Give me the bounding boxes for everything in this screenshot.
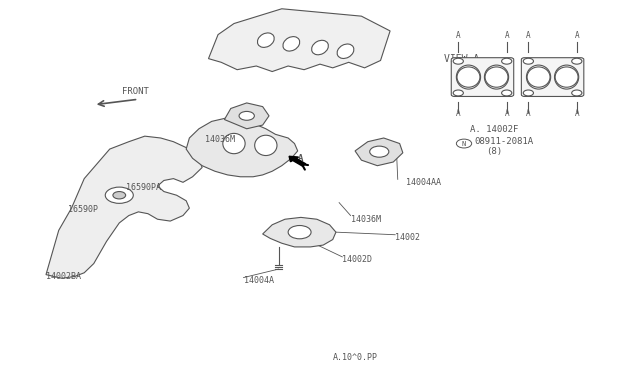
Text: A. 14002F: A. 14002F xyxy=(470,125,518,134)
Circle shape xyxy=(524,58,534,64)
Circle shape xyxy=(113,192,125,199)
Ellipse shape xyxy=(554,65,579,89)
Text: A: A xyxy=(456,31,461,40)
Text: A: A xyxy=(504,31,509,40)
Circle shape xyxy=(288,225,311,239)
Circle shape xyxy=(453,90,463,96)
Ellipse shape xyxy=(484,65,509,89)
Text: 14002: 14002 xyxy=(395,233,420,242)
Ellipse shape xyxy=(337,44,354,58)
Text: 16590PA: 16590PA xyxy=(125,183,161,192)
FancyBboxPatch shape xyxy=(451,58,514,96)
Polygon shape xyxy=(225,103,269,129)
Ellipse shape xyxy=(312,40,328,55)
Text: A: A xyxy=(504,109,509,118)
Circle shape xyxy=(453,58,463,64)
Ellipse shape xyxy=(527,67,550,87)
Text: A.10^0.PP: A.10^0.PP xyxy=(333,353,378,362)
Ellipse shape xyxy=(555,67,578,87)
Polygon shape xyxy=(186,118,298,177)
Circle shape xyxy=(572,58,582,64)
Ellipse shape xyxy=(457,67,480,87)
Polygon shape xyxy=(355,138,403,166)
Text: A: A xyxy=(575,109,579,118)
Ellipse shape xyxy=(456,65,481,89)
Polygon shape xyxy=(262,217,336,247)
Text: VIEW A: VIEW A xyxy=(444,54,479,64)
Text: (8): (8) xyxy=(486,147,502,155)
Circle shape xyxy=(502,90,512,96)
Circle shape xyxy=(370,146,389,157)
Text: A: A xyxy=(526,31,531,40)
Circle shape xyxy=(239,112,254,120)
Text: A: A xyxy=(456,109,461,118)
FancyBboxPatch shape xyxy=(522,58,584,96)
Polygon shape xyxy=(46,136,202,278)
Text: 14002D: 14002D xyxy=(342,255,372,264)
Text: 14004A: 14004A xyxy=(244,276,273,285)
Text: FRONT: FRONT xyxy=(122,87,148,96)
Ellipse shape xyxy=(255,135,277,155)
Text: 14036M: 14036M xyxy=(351,215,381,224)
Ellipse shape xyxy=(283,36,300,51)
Text: 14004AA: 14004AA xyxy=(406,178,441,187)
Circle shape xyxy=(105,187,133,203)
Circle shape xyxy=(524,90,534,96)
Text: A: A xyxy=(526,109,531,118)
Ellipse shape xyxy=(223,134,245,154)
Circle shape xyxy=(572,90,582,96)
Text: 14002BA: 14002BA xyxy=(46,272,81,281)
Polygon shape xyxy=(209,9,390,71)
Ellipse shape xyxy=(257,33,274,47)
Text: 16590P: 16590P xyxy=(68,205,99,215)
FancyArrow shape xyxy=(289,156,306,166)
Text: A: A xyxy=(298,154,303,163)
Ellipse shape xyxy=(527,65,550,89)
Text: 08911-2081A: 08911-2081A xyxy=(474,137,533,145)
Text: N: N xyxy=(462,141,466,147)
Text: 14036M: 14036M xyxy=(205,135,236,144)
Ellipse shape xyxy=(485,67,508,87)
Text: A: A xyxy=(575,31,579,40)
Circle shape xyxy=(502,58,512,64)
